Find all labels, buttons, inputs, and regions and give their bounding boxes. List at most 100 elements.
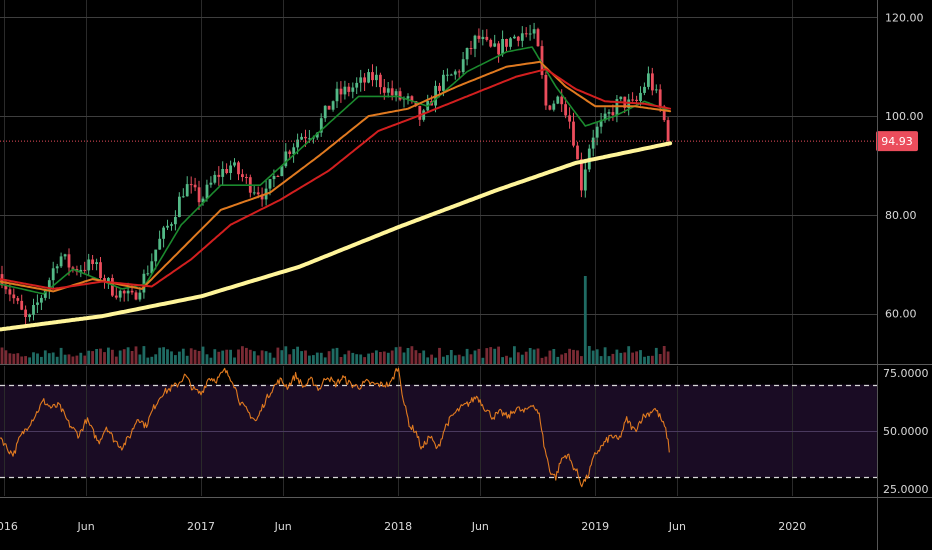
candle-body <box>181 196 185 198</box>
volume-bar <box>170 351 173 364</box>
volume-bar <box>276 347 280 364</box>
volume-bar <box>174 355 177 364</box>
volume-bar <box>473 350 477 364</box>
volume-bar <box>99 348 102 364</box>
candle-body <box>363 77 366 83</box>
volume-bar <box>651 355 654 364</box>
volume-bar <box>406 348 410 364</box>
candle-body <box>162 227 165 239</box>
volume-bar <box>548 350 552 364</box>
candle-body <box>304 136 307 139</box>
rsi-axis[interactable]: 25.0000 50.0000 75.0000 <box>883 367 929 496</box>
candle-body <box>59 256 63 267</box>
volume-bar <box>229 349 232 364</box>
volume-bar <box>639 350 642 364</box>
candle-body <box>142 273 146 293</box>
volume-bar <box>327 351 331 364</box>
candle-body <box>654 89 658 91</box>
volume-bar <box>201 346 205 364</box>
volume-bar <box>643 356 646 364</box>
candle-body <box>284 151 288 167</box>
volume-bar <box>560 354 564 364</box>
time-axis[interactable]: 2016 Jun 2017 Jun 2018 Jun 2019 Jun 2020 <box>0 520 806 533</box>
candle-body <box>170 224 173 226</box>
volume-bar <box>390 350 394 364</box>
time-tick-label: 2018 <box>384 520 412 533</box>
ma-long-line <box>0 141 673 332</box>
candle-body <box>55 266 59 269</box>
volume-bar <box>355 354 359 364</box>
candle-body <box>576 145 579 160</box>
candle-body <box>126 290 130 294</box>
candle-body <box>280 166 284 177</box>
candle-body <box>481 36 485 39</box>
volume-bar <box>544 356 548 364</box>
candle-body <box>564 104 567 116</box>
volume-bar <box>91 351 94 364</box>
candle-body <box>520 33 524 41</box>
candle-body <box>552 103 556 110</box>
volume-bar <box>4 350 8 364</box>
candle-body <box>477 35 481 39</box>
candle-body <box>150 261 154 274</box>
volume-bar <box>248 349 252 364</box>
candle-body <box>465 48 469 60</box>
candle-body <box>505 39 508 47</box>
candle-body <box>32 305 35 315</box>
rsi-grid <box>0 366 877 496</box>
volume-bar <box>114 356 118 364</box>
time-tick-label: Jun <box>668 520 686 533</box>
volume-bar <box>386 352 390 364</box>
time-tick-label: Jun <box>77 520 95 533</box>
volume-bar <box>564 353 567 364</box>
candle-body <box>118 290 122 298</box>
volume-bar <box>465 348 469 364</box>
candle-body <box>603 113 607 121</box>
candle-body <box>473 35 477 49</box>
candle-body <box>453 71 457 75</box>
volume-bar <box>71 356 75 364</box>
volume-bar <box>627 346 631 364</box>
candle-body <box>639 92 642 101</box>
price-axis[interactable]: 60.00 80.00 100.00 120.00 <box>877 0 924 550</box>
volume-bar <box>371 352 374 364</box>
candle-body <box>241 174 244 177</box>
volume-bar <box>134 346 138 364</box>
candle-body <box>438 85 441 91</box>
volume-bar <box>225 349 229 364</box>
candle-body <box>323 105 327 119</box>
volume-bar <box>213 349 217 364</box>
candle-body <box>461 59 465 73</box>
volume-bar <box>87 350 91 364</box>
candle-body <box>371 72 374 81</box>
candle-body <box>516 36 520 41</box>
candle-body <box>83 269 87 271</box>
volume-bar <box>662 346 666 364</box>
volume-bar <box>382 351 386 364</box>
candle-body <box>111 278 114 296</box>
candle-body <box>331 101 335 110</box>
time-tick-label: 2017 <box>187 520 215 533</box>
volume-bar <box>138 354 142 364</box>
candle-body <box>414 101 418 106</box>
candle-body <box>548 105 552 110</box>
volume-bar <box>583 276 587 364</box>
last-price-tag <box>876 131 918 152</box>
rsi-tick-label: 25.0000 <box>883 483 929 496</box>
volume-bar <box>150 356 154 364</box>
candle-body <box>87 259 91 271</box>
volume-bar <box>418 353 422 364</box>
candle-body <box>319 118 323 133</box>
volume-bar <box>351 352 355 364</box>
candle-body <box>36 302 39 305</box>
volume-bar <box>130 351 134 364</box>
rsi-line <box>0 367 670 488</box>
volume-bar <box>524 351 528 364</box>
volume-bar <box>603 347 607 364</box>
volume-bar <box>556 356 560 364</box>
volume-bar <box>256 355 260 364</box>
volume-bar <box>158 347 162 364</box>
